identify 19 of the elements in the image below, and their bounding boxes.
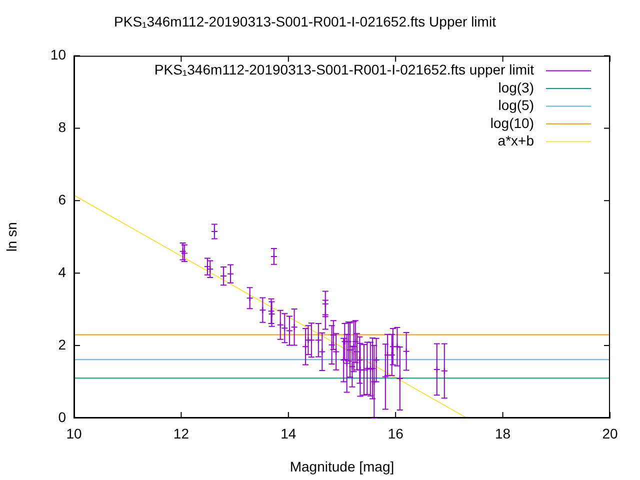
y-tick-label: 10 [50,46,66,63]
chart-title: PKS₁346m112-20190313-S001-R001-I-021652.fts Upper limit [114,13,496,30]
x-tick-label: 20 [602,425,618,442]
legend-label: log(10) [490,114,534,131]
legend-label: a*x+b [498,132,534,148]
y-tick-label: 8 [58,119,66,136]
x-tick-label: 12 [173,425,190,442]
y-tick-label: 0 [58,408,66,425]
x-tick-label: 14 [280,425,296,442]
x-axis-title: Magnitude [mag] [290,458,394,474]
y-tick-label: 6 [58,192,66,208]
legend-label: log(3) [498,79,534,96]
y-tick-label: 2 [58,336,66,352]
x-tick-label: 16 [388,425,404,442]
y-tick-label: 4 [58,264,66,280]
legend-label: PKS₁346m112-20190313-S001-R001-I-021652.fts upper limit [154,62,534,78]
y-axis-title: ln sn [3,222,20,252]
legend-label: log(5) [498,97,534,114]
x-tick-label: 18 [495,425,511,442]
